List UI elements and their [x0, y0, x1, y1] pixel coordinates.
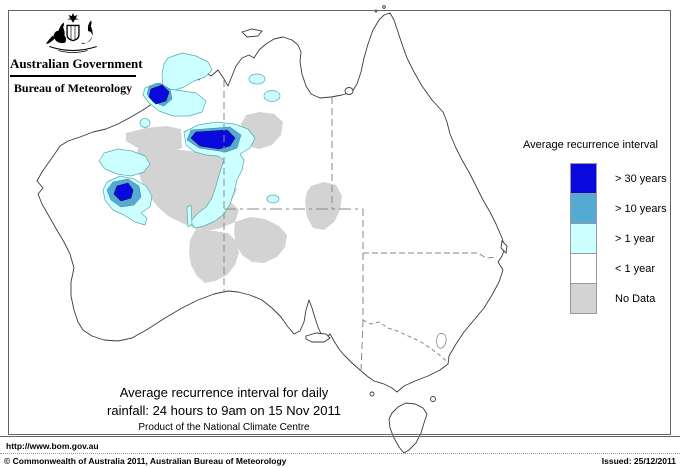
- legend-items: > 30 years > 10 years > 1 year < 1 year …: [570, 163, 667, 314]
- melville-island: [241, 28, 263, 38]
- frame-bottom-line: [0, 436, 680, 437]
- gt1-region-nt-sa-small: [266, 194, 280, 204]
- legend-title: Average recurrence interval: [523, 139, 658, 151]
- logo-bureau-text: Bureau of Meteorology: [13, 81, 133, 95]
- bom-logo: Australian Government Bureau of Meteorol…: [10, 12, 143, 96]
- gt1-region-katherine-1: [248, 73, 266, 85]
- state-borders: [223, 80, 498, 372]
- border-qld-nsw: [363, 252, 498, 259]
- border-sa-vic: [360, 319, 364, 372]
- legend-swatch-gt30: [570, 163, 597, 194]
- product-title-line2: rainfall: 24 hours to 9am on 15 Nov 2011: [107, 403, 341, 418]
- fraser-island: [500, 240, 508, 254]
- legend-row-gt30: > 30 years: [570, 163, 667, 194]
- tasmania-outline: [388, 402, 428, 454]
- gt30-region-murchison: [113, 182, 134, 202]
- gt1-region-katherine-2: [263, 90, 281, 102]
- groote-eylandt: [344, 87, 354, 95]
- product-title-line1: Average recurrence interval for daily: [119, 385, 329, 400]
- gt1-region-broome: [139, 118, 151, 128]
- legend-row-lt1: < 1 year: [570, 253, 655, 284]
- legend-row-gt1: > 1 year: [570, 223, 655, 254]
- legend-swatch-gt1: [570, 223, 597, 254]
- footer-copyright: © Commonwealth of Australia 2011, Austra…: [4, 456, 287, 466]
- gt30-years-regions: [113, 84, 236, 202]
- product-title: Average recurrence interval for daily ra…: [107, 384, 341, 434]
- legend-label-gt30: > 30 years: [615, 172, 667, 185]
- gt1-region-kimberley-north: [161, 52, 213, 92]
- border-nsw-vic-murray: [362, 319, 450, 364]
- torres-strait-island-1: [382, 5, 386, 9]
- legend: Average recurrence interval > 30 years >…: [523, 139, 678, 314]
- legend-label-lt1: < 1 year: [615, 262, 656, 275]
- gt1-region-sliver: [186, 204, 193, 228]
- legend-label-gt1: > 1 year: [615, 232, 656, 245]
- legend-row-nodata: No Data: [570, 283, 655, 314]
- border-act: [436, 333, 447, 349]
- legend-swatch-lt1: [570, 253, 597, 284]
- no-data-region-wa-north: [126, 126, 182, 153]
- map-frame: [8, 10, 671, 435]
- flinders-island: [430, 396, 436, 402]
- legend-label-gt10: > 10 years: [615, 202, 667, 215]
- kangaroo-island: [305, 332, 331, 343]
- legend-swatch-nodata: [570, 283, 597, 314]
- product-subtitle: Product of the National Climate Centre: [138, 422, 310, 433]
- islands: [241, 5, 508, 454]
- footer-url: http://www.bom.gov.au: [6, 441, 99, 451]
- coat-of-arms-icon: [45, 12, 97, 53]
- footer-separator-line: [0, 453, 680, 454]
- no-data-region-wa-south: [189, 229, 239, 283]
- gt1-region-gascoyne: [98, 148, 151, 177]
- legend-swatch-gt10: [570, 193, 597, 224]
- gt30-region-kimberley: [148, 84, 170, 105]
- legend-row-gt10: > 10 years: [570, 193, 667, 224]
- no-data-region-nt-sa-border: [305, 182, 342, 230]
- footer-issued-date: Issued: 25/12/2011: [601, 456, 676, 466]
- no-data-region-sa-west: [234, 217, 287, 263]
- logo-government-text: Australian Government: [10, 56, 143, 77]
- legend-label-nodata: No Data: [615, 292, 656, 305]
- king-island: [369, 391, 375, 397]
